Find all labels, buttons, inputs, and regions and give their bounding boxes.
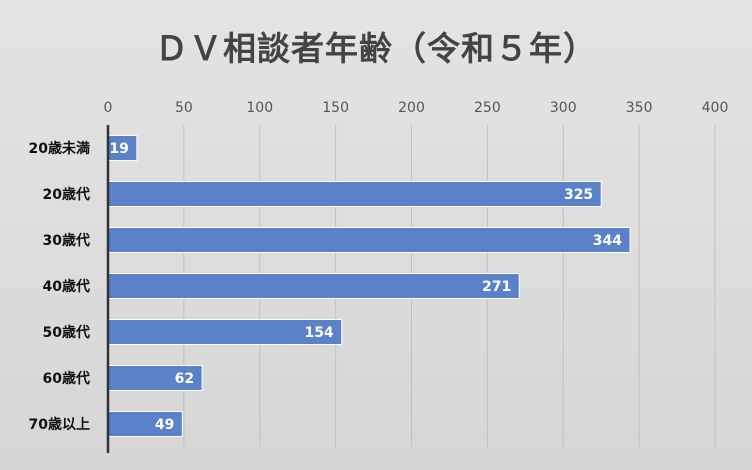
bar — [107, 273, 520, 299]
x-tick-label: 400 — [702, 100, 729, 116]
bar — [107, 181, 602, 207]
category-label: 70歳以上 — [29, 416, 90, 433]
chart-title: ＤＶ相談者年齢（令和５年） — [155, 29, 597, 68]
category-label: 20歳代 — [43, 186, 90, 203]
data-label: 49 — [155, 417, 174, 433]
category-label: 60歳代 — [43, 370, 90, 387]
bar — [107, 319, 343, 345]
data-label: 19 — [109, 141, 128, 157]
category-label: 50歳代 — [43, 324, 90, 341]
x-tick-label: 250 — [474, 100, 501, 116]
category-label: 40歳代 — [43, 278, 90, 295]
x-tick-label: 350 — [626, 100, 653, 116]
x-tick-label: 200 — [398, 100, 425, 116]
category-label: 30歳代 — [43, 232, 90, 249]
x-tick-label: 300 — [550, 100, 577, 116]
x-tick-label: 0 — [104, 100, 113, 116]
data-label: 325 — [564, 187, 593, 203]
bar — [107, 135, 138, 161]
category-label: 20歳未満 — [29, 140, 90, 157]
x-tick-label: 50 — [175, 100, 193, 116]
data-label: 271 — [482, 279, 511, 295]
x-tick-label: 150 — [322, 100, 349, 116]
bar — [107, 411, 183, 437]
x-tick-label: 100 — [246, 100, 273, 116]
data-label: 62 — [175, 371, 194, 387]
bar — [107, 227, 631, 253]
data-label: 154 — [304, 325, 333, 341]
data-label: 344 — [593, 233, 622, 249]
